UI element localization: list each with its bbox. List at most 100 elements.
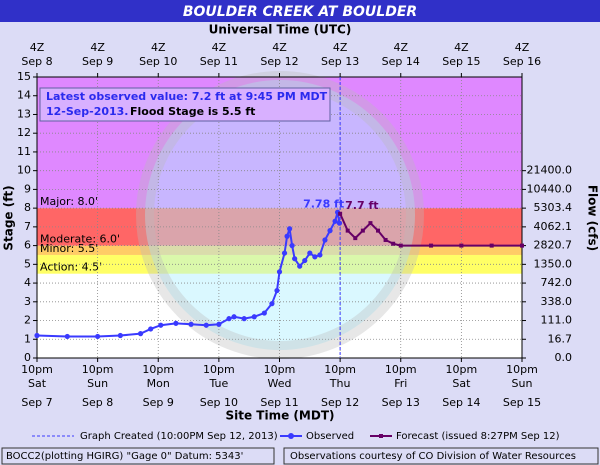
annotation: 7.7 ft bbox=[345, 199, 378, 212]
observed-point bbox=[317, 252, 323, 258]
top-tick-date: Sep 10 bbox=[139, 55, 177, 68]
observed-point bbox=[95, 333, 101, 340]
y2-tick-label: 1350.0 bbox=[534, 257, 573, 270]
x-tick-date: Sep 14 bbox=[442, 396, 480, 409]
observed-point bbox=[289, 243, 295, 249]
y2-tick-label: 0.0 bbox=[555, 351, 573, 364]
footer-right: Observations courtesy of CO Division of … bbox=[290, 451, 576, 462]
top-tick-date: Sep 14 bbox=[382, 55, 420, 68]
y2-tick-label: 338.0 bbox=[541, 295, 573, 308]
forecast-point bbox=[459, 243, 464, 248]
y2-tick-label: 21400.0 bbox=[527, 164, 573, 177]
x-axis-label: Site Time (MDT) bbox=[226, 409, 335, 423]
observed-point bbox=[287, 226, 293, 232]
observed-point bbox=[327, 228, 333, 234]
observed-point bbox=[251, 314, 257, 320]
top-tick-date: Sep 8 bbox=[21, 55, 52, 68]
forecast-point bbox=[368, 221, 373, 226]
watermark bbox=[145, 80, 415, 350]
flood-band bbox=[37, 245, 522, 255]
observed-point bbox=[297, 263, 303, 269]
observed-point bbox=[332, 218, 338, 224]
observed-point bbox=[173, 320, 179, 326]
y-tick-label: 5 bbox=[24, 257, 31, 270]
y-tick-label: 9 bbox=[24, 182, 31, 195]
info-box bbox=[39, 87, 331, 122]
y-tick-label: 15 bbox=[17, 70, 31, 83]
observed-point bbox=[231, 314, 237, 320]
forecast-point bbox=[398, 243, 403, 248]
forecast-point bbox=[429, 243, 434, 248]
y-tick-label: 12 bbox=[17, 126, 31, 139]
top-tick-label: 4Z bbox=[454, 41, 469, 54]
x-tick-label: 10pm bbox=[142, 363, 174, 376]
x-tick-day: Wed bbox=[268, 377, 292, 390]
footer-box bbox=[1, 447, 275, 465]
y-tick-label: 14 bbox=[17, 89, 31, 102]
info-flood-stage: Flood Stage is 5.5 ft bbox=[130, 105, 255, 118]
title-bar bbox=[0, 0, 600, 22]
top-tick-date: Sep 16 bbox=[503, 55, 541, 68]
y2-tick-label: 4062.1 bbox=[534, 220, 573, 233]
flood-label: Action: 4.5' bbox=[40, 261, 102, 274]
observed-point bbox=[241, 316, 247, 322]
observed-point bbox=[137, 331, 144, 337]
observed-point bbox=[292, 256, 298, 262]
y-tick-label: 3 bbox=[24, 295, 31, 308]
top-tick-date: Sep 12 bbox=[260, 55, 298, 68]
y-tick-label: 8 bbox=[24, 201, 31, 214]
x-tick-label: 10pm bbox=[264, 363, 296, 376]
y2-tick-label: 2820.7 bbox=[534, 239, 573, 252]
observed-point bbox=[312, 254, 318, 260]
observed-point bbox=[34, 332, 40, 339]
observed-point bbox=[284, 233, 290, 239]
top-tick-label: 4Z bbox=[333, 41, 348, 54]
y-tick-label: 11 bbox=[17, 145, 31, 158]
observed-point bbox=[226, 316, 232, 322]
y2-axis-label: Flow (cfs) bbox=[586, 185, 600, 251]
y-tick-label: 0 bbox=[24, 351, 31, 364]
flood-label: Major: 8.0' bbox=[40, 195, 98, 208]
x-tick-label: 10pm bbox=[203, 363, 235, 376]
forecast-point bbox=[520, 243, 524, 248]
x-tick-label: 10pm bbox=[385, 363, 417, 376]
observed-point bbox=[322, 237, 328, 243]
forecast-point bbox=[376, 228, 381, 233]
x-tick-day: Sun bbox=[87, 377, 108, 390]
observed-point bbox=[302, 257, 308, 264]
top-tick-label: 4Z bbox=[272, 41, 287, 54]
x-tick-date: Sep 12 bbox=[321, 396, 359, 409]
top-tick-label: 4Z bbox=[212, 41, 227, 54]
y-tick-label: 13 bbox=[17, 107, 31, 120]
x-tick-date: Sep 15 bbox=[503, 396, 541, 409]
x-tick-day: Sat bbox=[452, 377, 471, 390]
legend-swatch bbox=[379, 434, 383, 438]
y2-tick-label: 16.7 bbox=[548, 332, 573, 345]
forecast-point bbox=[391, 241, 396, 246]
y-tick-label: 4 bbox=[24, 276, 31, 289]
top-tick-date: Sep 13 bbox=[321, 55, 359, 68]
x-tick-label: 10pm bbox=[82, 363, 114, 376]
series-line bbox=[36, 211, 341, 338]
observed-point bbox=[64, 333, 70, 340]
x-tick-day: Sat bbox=[28, 377, 47, 390]
x-tick-date: Sep 11 bbox=[260, 396, 298, 409]
top-tick-label: 4Z bbox=[515, 41, 530, 54]
legend-swatch bbox=[288, 433, 294, 439]
top-tick-label: 4Z bbox=[90, 41, 105, 54]
flood-label: Moderate: 6.0' bbox=[40, 233, 120, 246]
forecast-point bbox=[383, 237, 388, 242]
observed-point bbox=[281, 250, 288, 256]
forecast-point bbox=[489, 243, 494, 248]
observed-point bbox=[188, 321, 194, 327]
observed-point bbox=[261, 310, 267, 316]
forecast-point bbox=[338, 211, 343, 216]
annotation: 7.78 ft bbox=[303, 197, 344, 210]
x-tick-label: 10pm bbox=[506, 363, 538, 376]
top-tick-label: 4Z bbox=[151, 41, 166, 54]
y-tick-label: 2 bbox=[24, 314, 31, 327]
x-tick-day: Sun bbox=[512, 377, 533, 390]
y-tick-label: 1 bbox=[24, 332, 31, 345]
top-tick-label: 4Z bbox=[30, 41, 45, 54]
